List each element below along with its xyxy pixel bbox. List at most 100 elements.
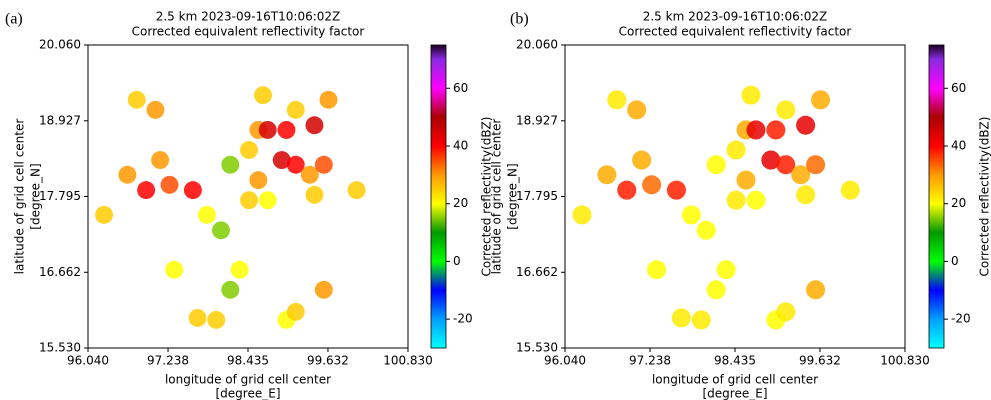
x-tick-label: 97.238 bbox=[629, 354, 671, 368]
echo-cell bbox=[642, 175, 661, 194]
y-tick-label: 17.795 bbox=[39, 189, 81, 203]
y-tick-label: 15.530 bbox=[516, 341, 558, 355]
y-tick-label: 18.927 bbox=[516, 113, 558, 127]
x-tick-label: 96.040 bbox=[67, 354, 109, 368]
x-axis-label: longitude of grid cell center bbox=[165, 373, 331, 387]
echo-layer bbox=[95, 86, 365, 329]
panel-label: (b) bbox=[510, 11, 529, 28]
echo-cell bbox=[672, 308, 691, 327]
echo-cell bbox=[796, 185, 815, 204]
echo-cell bbox=[221, 281, 239, 299]
y-axis-label: [degree_N] bbox=[506, 163, 520, 229]
echo-cell bbox=[667, 181, 686, 200]
echo-cell bbox=[151, 151, 169, 169]
echo-cell bbox=[727, 191, 746, 210]
colorbar-tick-label: 0 bbox=[951, 254, 959, 268]
echo-cell bbox=[727, 140, 746, 159]
echo-cell bbox=[161, 176, 179, 194]
echo-cell bbox=[776, 100, 795, 119]
echo-cell bbox=[240, 141, 258, 159]
echo-cell bbox=[221, 156, 239, 174]
colorbar-label: Corrected reflectivity(dBZ) bbox=[978, 117, 991, 277]
x-tick-label: 98.435 bbox=[227, 354, 269, 368]
echo-cell bbox=[212, 221, 230, 239]
colorbar-tick-label: 20 bbox=[453, 196, 468, 210]
y-tick-label: 20.060 bbox=[39, 38, 81, 52]
colorbar-tick-label: 40 bbox=[951, 139, 966, 153]
echo-cell bbox=[306, 116, 324, 134]
y-axis-label: [degree_N] bbox=[29, 163, 43, 229]
colorbar-tick-label: -20 bbox=[951, 312, 971, 326]
echo-cell bbox=[320, 91, 338, 109]
colorbar-tick-label: 40 bbox=[453, 139, 468, 153]
x-tick-label: 96.040 bbox=[544, 354, 586, 368]
echo-cell bbox=[627, 100, 646, 119]
echo-cell bbox=[736, 171, 755, 190]
x-axis-label: [degree_E] bbox=[703, 387, 768, 400]
x-tick-label: 100.830 bbox=[880, 354, 930, 368]
echo-cell bbox=[277, 121, 295, 139]
colorbar bbox=[929, 45, 944, 348]
figure: (a)2.5 km 2023-09-16T10:06:02ZCorrected … bbox=[0, 0, 991, 400]
x-axis-label: [degree_E] bbox=[216, 387, 281, 400]
colorbar-tick-label: 20 bbox=[951, 196, 966, 210]
chart-title: 2.5 km 2023-09-16T10:06:02Z bbox=[156, 10, 341, 24]
echo-cell bbox=[231, 261, 249, 279]
echo-cell bbox=[189, 309, 207, 327]
colorbar-tick-label: 60 bbox=[951, 81, 966, 95]
chart-title: Corrected equivalent reflectivity factor bbox=[619, 25, 852, 39]
colorbar-tick-label: 60 bbox=[453, 81, 468, 95]
echo-cell bbox=[259, 191, 277, 209]
echo-cell bbox=[811, 90, 830, 109]
y-axis-label: latitude of grid cell center bbox=[13, 119, 27, 275]
echo-cell bbox=[717, 260, 736, 279]
colorbar-tick-label: 0 bbox=[453, 254, 461, 268]
echo-cell bbox=[137, 181, 155, 199]
echo-cell bbox=[207, 311, 225, 329]
colorbar-tick-label: -20 bbox=[453, 312, 473, 326]
y-axis-label: latitude of grid cell center bbox=[490, 119, 504, 275]
echo-cell bbox=[259, 121, 277, 139]
echo-cell bbox=[128, 91, 146, 109]
colorbar bbox=[431, 45, 446, 348]
chart-title: Corrected equivalent reflectivity factor bbox=[132, 25, 365, 39]
echo-cell bbox=[315, 281, 333, 299]
echo-cell bbox=[682, 205, 701, 224]
echo-cell bbox=[776, 302, 795, 321]
echo-cell bbox=[597, 165, 616, 184]
y-tick-label: 18.927 bbox=[39, 113, 81, 127]
echo-cell bbox=[796, 116, 815, 135]
echo-cell bbox=[697, 221, 716, 240]
echo-cell bbox=[806, 155, 825, 174]
echo-cell bbox=[240, 191, 258, 209]
echo-cell bbox=[746, 191, 765, 210]
x-tick-label: 99.632 bbox=[307, 354, 349, 368]
y-tick-label: 16.662 bbox=[516, 265, 558, 279]
echo-cell bbox=[573, 205, 592, 224]
echo-cell bbox=[746, 120, 765, 139]
y-tick-label: 20.060 bbox=[516, 38, 558, 52]
chart-title: 2.5 km 2023-09-16T10:06:02Z bbox=[643, 10, 828, 24]
x-axis-label: longitude of grid cell center bbox=[652, 373, 818, 387]
echo-cell bbox=[118, 166, 136, 184]
echo-cell bbox=[184, 181, 202, 199]
echo-cell bbox=[165, 261, 183, 279]
echo-cell bbox=[841, 181, 860, 200]
echo-cell bbox=[95, 206, 113, 224]
echo-cell bbox=[249, 171, 267, 189]
echo-cell bbox=[632, 151, 651, 170]
y-tick-label: 16.662 bbox=[39, 265, 81, 279]
echo-cell bbox=[647, 260, 666, 279]
y-tick-label: 15.530 bbox=[39, 341, 81, 355]
echo-cell bbox=[607, 90, 626, 109]
echo-cell bbox=[315, 156, 333, 174]
echo-cell bbox=[306, 186, 324, 204]
echo-cell bbox=[287, 101, 305, 119]
echo-cell bbox=[707, 280, 726, 299]
x-tick-label: 97.238 bbox=[147, 354, 189, 368]
echo-cell bbox=[147, 101, 165, 119]
echo-layer bbox=[573, 86, 860, 330]
x-tick-label: 100.830 bbox=[383, 354, 433, 368]
x-tick-label: 99.632 bbox=[799, 354, 841, 368]
echo-cell bbox=[766, 120, 785, 139]
